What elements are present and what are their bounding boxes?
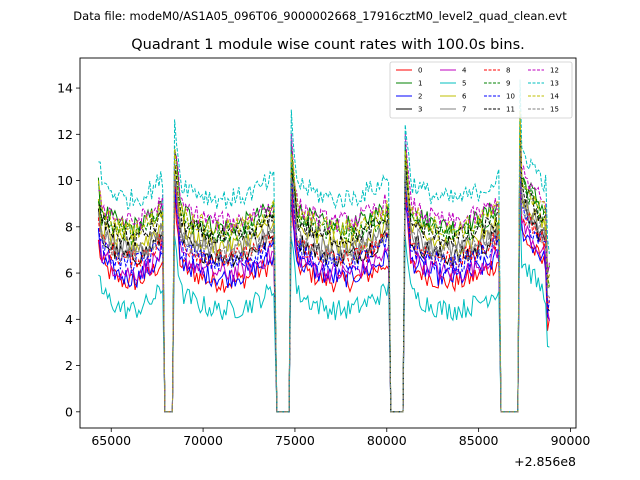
legend-label-7: 7 — [462, 106, 466, 114]
x-axis-offset-label: +2.856e8 — [514, 454, 576, 469]
plot-area — [79, 57, 577, 429]
legend-label-12: 12 — [550, 67, 559, 75]
legend-label-3: 3 — [418, 106, 422, 114]
legend-label-11: 11 — [506, 106, 515, 114]
series-line-14 — [97, 110, 550, 413]
y-tick-label: 6 — [65, 266, 73, 281]
legend-label-13: 13 — [550, 80, 559, 88]
legend-label-15: 15 — [550, 106, 559, 114]
x-axis: 65000 70000 75000 80000 85000 90000 — [91, 428, 590, 448]
legend-label-0: 0 — [418, 67, 422, 75]
y-tick-label: 10 — [57, 173, 73, 188]
legend-label-14: 14 — [550, 93, 559, 101]
x-tick-label: 65000 — [91, 433, 131, 448]
x-tick-label: 70000 — [183, 433, 223, 448]
y-tick-label: 8 — [65, 219, 73, 234]
legend-label-1: 1 — [418, 80, 422, 88]
series-line-15 — [97, 148, 550, 413]
y-tick-label: 4 — [65, 312, 73, 327]
x-tick-label: 80000 — [367, 433, 407, 448]
legend-label-8: 8 — [506, 67, 510, 75]
x-tick-label: 75000 — [275, 433, 315, 448]
y-axis: 0 2 4 6 8 10 12 14 — [57, 81, 80, 419]
legend-label-4: 4 — [462, 67, 467, 75]
y-tick-label: 14 — [57, 81, 73, 96]
figure-suptitle: Data file: modeM0/AS1A05_096T06_90000026… — [73, 9, 567, 23]
legend-frame — [389, 61, 573, 119]
y-tick-label: 0 — [65, 404, 73, 419]
chart-title: Quadrant 1 module wise count rates with … — [131, 37, 525, 53]
series-lines — [97, 79, 550, 413]
legend-label-9: 9 — [506, 80, 510, 88]
x-tick-label: 85000 — [459, 433, 499, 448]
legend-label-6: 6 — [462, 93, 467, 101]
legend-label-2: 2 — [418, 93, 422, 101]
legend-label-5: 5 — [462, 80, 466, 88]
series-line-8 — [97, 145, 550, 413]
legend-label-10: 10 — [506, 93, 515, 101]
y-tick-label: 12 — [57, 127, 73, 142]
x-tick-label: 90000 — [551, 433, 591, 448]
y-tick-label: 2 — [65, 358, 73, 373]
plot-frame — [79, 57, 577, 429]
